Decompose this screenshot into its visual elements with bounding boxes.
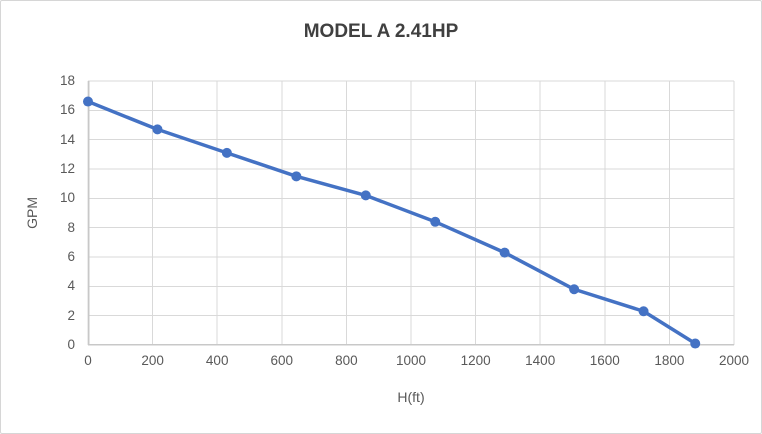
chart-title: MODEL A 2.41HP [303,21,459,42]
data-point-marker [569,284,580,295]
y-tick-label: 0 [67,337,75,352]
x-tick-label: 400 [205,353,229,368]
x-tick-label: 600 [270,353,294,368]
y-tick-label: 2 [67,307,75,323]
y-tick-label: 14 [59,131,75,147]
x-tick-label: 1800 [654,353,685,368]
data-point-marker [291,171,302,182]
x-tick-label: 1000 [395,353,427,368]
x-axis-title: H(ft) [397,389,425,405]
data-point-marker [638,306,649,317]
data-point-marker [221,147,232,158]
x-tick-label: 800 [335,353,358,368]
y-tick-label: 8 [67,219,75,235]
y-tick-label: 6 [67,249,75,264]
x-tick-label: 0 [84,353,92,368]
data-point-marker [499,247,510,258]
data-point-marker [430,216,441,227]
data-point-marker [690,338,701,349]
x-tick-label: 200 [141,353,164,368]
y-tick-label: 10 [59,190,75,206]
y-tick-label: 4 [67,278,75,294]
y-tick-label: 16 [59,102,75,118]
y-tick-label: 12 [59,161,75,176]
x-tick-label: 1400 [525,353,556,368]
data-point-marker [152,124,163,135]
data-point-marker [360,190,371,201]
y-axis-tick-labels: 0 2 4 6 8 10 12 14 16 18 [1,73,75,352]
x-axis-tick-labels: 0 200 400 600 800 1000 1200 1400 1600 1800 2000 [84,353,749,369]
data-point-marker [83,96,93,107]
plot-area [83,80,735,349]
x-tick-label: 2000 [718,353,750,368]
x-tick-label: 1600 [589,353,620,368]
y-tick-label: 18 [59,73,75,88]
series-line [86,99,697,346]
x-tick-label: 1200 [460,353,491,368]
